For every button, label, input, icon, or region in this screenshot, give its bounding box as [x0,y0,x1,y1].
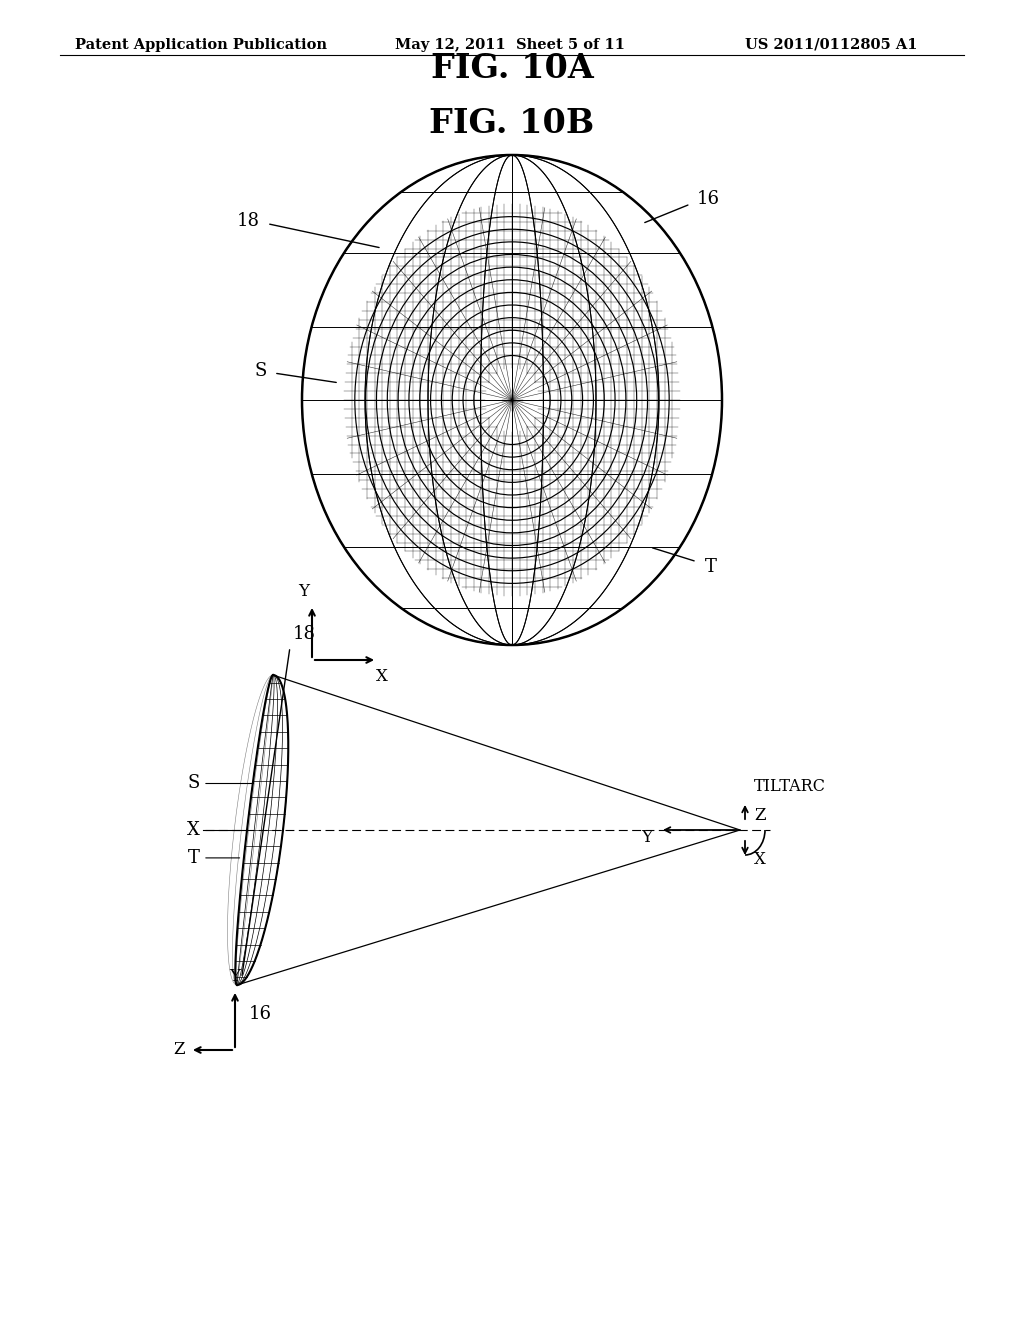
Text: X: X [754,851,766,869]
Text: Z: Z [754,807,766,824]
Text: 18: 18 [237,213,260,230]
Text: TILTARC: TILTARC [754,777,826,795]
Text: X: X [376,668,388,685]
Text: Y: Y [229,968,241,985]
Text: Y: Y [299,583,309,601]
Text: 16: 16 [249,1005,271,1023]
Text: S: S [255,362,267,380]
Text: X: X [187,821,200,840]
Text: FIG. 10B: FIG. 10B [429,107,595,140]
Text: 16: 16 [696,190,720,209]
Text: T: T [188,849,200,867]
Text: Patent Application Publication: Patent Application Publication [75,38,327,51]
Text: S: S [187,775,200,792]
Text: 18: 18 [293,624,316,643]
Text: Z: Z [173,1041,185,1059]
Text: FIG. 10A: FIG. 10A [431,51,593,84]
Text: T: T [706,557,717,576]
Text: Y: Y [641,829,652,846]
Text: May 12, 2011  Sheet 5 of 11: May 12, 2011 Sheet 5 of 11 [395,38,625,51]
Text: US 2011/0112805 A1: US 2011/0112805 A1 [745,38,918,51]
